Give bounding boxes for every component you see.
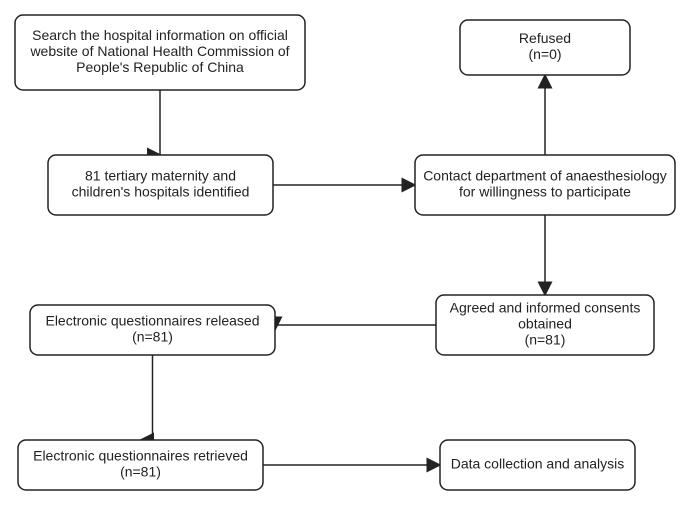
- node-identified-label: 81 tertiary maternity and: [85, 168, 236, 184]
- node-released: Electronic questionnaires released(n=81): [30, 305, 275, 355]
- node-agreed: Agreed and informed consentsobtained(n=8…: [436, 295, 654, 355]
- node-agreed-label: Agreed and informed consents: [450, 300, 641, 316]
- node-search-label: website of National Health Commission of: [29, 43, 289, 59]
- edge-search-to-identified: [160, 90, 161, 155]
- node-contact: Contact department of anaesthesiologyfor…: [415, 155, 675, 215]
- node-contact-label: for willingness to participate: [459, 184, 631, 200]
- node-agreed-label: (n=81): [525, 332, 566, 348]
- node-analysis-label: Data collection and analysis: [451, 456, 625, 472]
- edge-released-to-retrieved: [141, 355, 153, 440]
- node-search-label: People's Republic of China: [76, 59, 244, 75]
- node-agreed-label: obtained: [518, 316, 572, 332]
- node-retrieved-label: Electronic questionnaires retrieved: [33, 448, 248, 464]
- node-retrieved: Electronic questionnaires retrieved(n=81…: [18, 440, 263, 490]
- node-refused-label: Refused: [519, 30, 571, 46]
- flowchart-canvas: Search the hospital information on offic…: [0, 0, 685, 526]
- edge-agreed-to-released: [275, 325, 436, 330]
- node-analysis: Data collection and analysis: [440, 440, 635, 490]
- node-released-label: Electronic questionnaires released: [45, 313, 259, 329]
- node-retrieved-label: (n=81): [120, 464, 161, 480]
- node-released-label: (n=81): [132, 329, 173, 345]
- node-refused-label: (n=0): [528, 46, 561, 62]
- node-search-label: Search the hospital information on offic…: [32, 27, 288, 43]
- node-identified-label: children's hospitals identified: [72, 184, 250, 200]
- node-refused: Refused(n=0): [460, 20, 630, 75]
- node-search: Search the hospital information on offic…: [15, 15, 305, 90]
- node-identified: 81 tertiary maternity andchildren's hosp…: [48, 155, 273, 215]
- node-contact-label: Contact department of anaesthesiology: [423, 168, 667, 184]
